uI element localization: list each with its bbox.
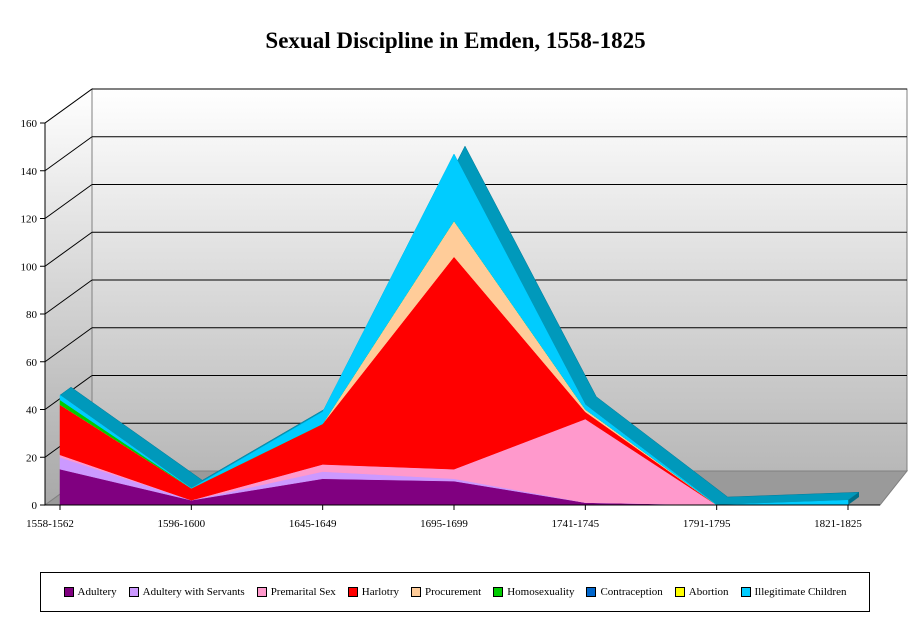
legend-label: Contraception: [600, 586, 663, 598]
x-tick-label: 1596-1600: [157, 518, 205, 530]
legend-item: Adultery with Servants: [128, 586, 245, 598]
legend-swatch: [493, 587, 504, 597]
y-tick-label: 80: [26, 309, 38, 321]
y-tick-label: 160: [21, 118, 38, 130]
legend-swatch: [740, 587, 751, 597]
gridline-side: [44, 136, 93, 172]
gridline-side: [44, 327, 93, 363]
x-tick-label: 1791-1795: [683, 518, 731, 530]
legend-item: Contraception: [586, 586, 663, 598]
gridline-side: [44, 184, 93, 219]
y-tick-label: 140: [21, 166, 38, 178]
legend-item: Harlotry: [347, 586, 400, 598]
legend-swatch: [256, 587, 267, 597]
legend-swatch: [128, 587, 139, 597]
y-tick-label: 120: [21, 214, 38, 226]
legend-item: Adultery: [63, 586, 117, 598]
y-tick-label: 0: [32, 500, 38, 512]
y-tick-label: 60: [26, 357, 38, 369]
axes: 0 20 40 60 80 100 120 140 160 1558-1562 1596-1600 1…: [21, 118, 880, 530]
legend-label: Harlotry: [361, 586, 400, 598]
y-tick-label: 20: [26, 452, 38, 464]
gridline-side: [44, 279, 93, 315]
x-tick-label: 1741-1745: [551, 518, 599, 530]
legend-swatch: [347, 587, 358, 597]
gridline-side: [44, 88, 93, 124]
x-tick-label: 1558-1562: [26, 518, 74, 530]
x-tick-label: 1695-1699: [420, 518, 468, 530]
x-tick-label: 1645-1649: [289, 518, 337, 530]
area-end-cap: [848, 492, 859, 505]
legend-label: Premarital Sex: [270, 586, 336, 598]
gridline-side: [44, 231, 93, 267]
legend-label: Abortion: [688, 586, 729, 598]
y-tick-label: 40: [26, 405, 38, 417]
legend-swatch: [411, 587, 422, 597]
legend-label: Adultery with Servants: [142, 586, 245, 598]
legend-item: Procurement: [411, 586, 481, 598]
legend-item: Premarital Sex: [256, 586, 336, 598]
legend-swatch: [63, 587, 74, 597]
chart-title: Sexual Discipline in Emden, 1558-1825: [265, 28, 646, 53]
legend-item: Illegitimate Children: [740, 586, 847, 598]
legend-swatch: [674, 587, 685, 597]
legend: Adultery Adultery with Servants Premarital…: [40, 572, 870, 612]
legend-label: Procurement: [425, 586, 482, 598]
y-tick-label: 100: [21, 261, 38, 273]
legend-label: Illegitimate Children: [754, 586, 847, 598]
x-tick-label: 1821-1825: [814, 518, 862, 530]
legend-item: Abortion: [674, 586, 729, 598]
legend-label: Homosexuality: [507, 586, 575, 598]
legend-swatch: [586, 587, 597, 597]
legend-item: Homosexuality: [493, 586, 574, 598]
legend-label: Adultery: [77, 586, 117, 598]
